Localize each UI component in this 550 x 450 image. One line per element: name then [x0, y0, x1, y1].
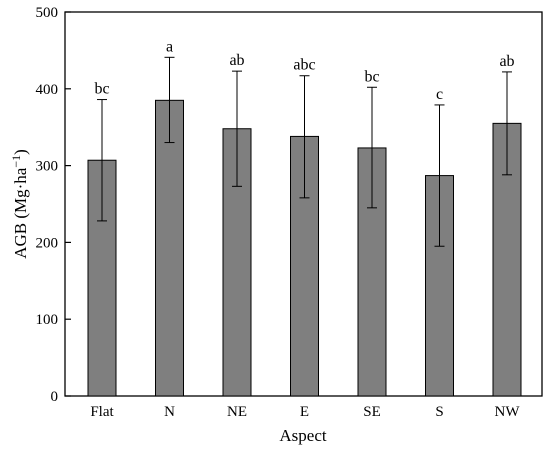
x-tick-label: SE: [363, 404, 381, 420]
y-tick-label: 0: [51, 389, 59, 405]
x-tick-label: S: [435, 404, 443, 420]
significance-letter: ab: [499, 53, 514, 70]
y-tick-label: 200: [36, 235, 59, 251]
significance-letter: bc: [94, 81, 109, 98]
x-axis-title: Aspect: [279, 426, 326, 445]
x-tick-label: N: [164, 404, 175, 420]
x-axis: Flat N NE E SE S NW: [90, 390, 520, 420]
significance-letter: ab: [229, 52, 244, 69]
y-axis-title-superscript: −1: [9, 155, 23, 168]
error-bars-group: [97, 56, 512, 247]
y-axis: 0 100 200 300 400 500: [36, 5, 71, 405]
x-tick-label: Flat: [90, 404, 114, 420]
x-tick-label: NW: [495, 404, 521, 420]
significance-letter: abc: [293, 57, 315, 74]
significance-letter: c: [436, 86, 443, 103]
bar-n: [155, 99, 184, 397]
y-tick-label: 100: [36, 312, 59, 328]
y-tick-label: 400: [36, 82, 59, 98]
y-tick-label: 300: [36, 159, 59, 175]
y-axis-title-close: ): [11, 149, 30, 155]
y-axis-title: AGB (Mg·ha−1): [9, 149, 30, 259]
significance-letters-group: bc a ab abc bc c ab: [94, 38, 514, 103]
significance-letter: a: [166, 38, 173, 55]
x-tick-label: NE: [227, 404, 247, 420]
y-tick-label: 500: [36, 5, 59, 21]
significance-letter: bc: [364, 68, 379, 85]
y-axis-title-main: AGB (Mg·ha: [11, 167, 30, 259]
x-tick-label: E: [300, 404, 309, 420]
